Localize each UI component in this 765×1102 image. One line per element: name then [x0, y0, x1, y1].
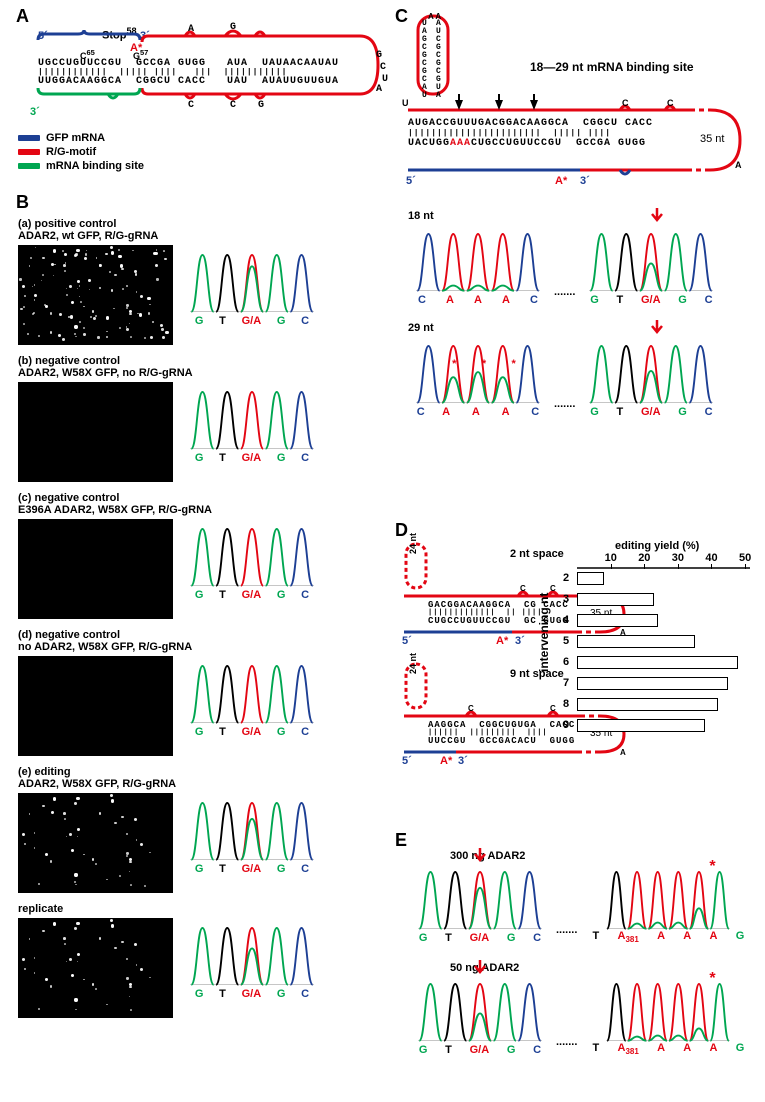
- panel-b-label: B: [16, 192, 29, 213]
- d-24nt-a: 24 nt: [408, 533, 418, 554]
- a-loop9: G: [258, 100, 265, 111]
- panel-a-label: A: [16, 6, 29, 27]
- b-item: (a) positive controlADAR2, wt GFP, R/G-g…: [18, 218, 358, 345]
- micrograph: [18, 245, 173, 345]
- c-loopU: U: [402, 98, 409, 108]
- a-loop1: A: [188, 24, 195, 35]
- c-bars: ||||||||||||||||||||||| ||||| ||||: [408, 129, 611, 138]
- c-hairpin-cap: A A: [428, 12, 441, 21]
- b-item: (c) negative controlE396A ADAR2, W58X GF…: [18, 492, 358, 619]
- d-astar-a: A*: [496, 635, 508, 647]
- c-hairpin-l: UAGCGCGCAU: [422, 20, 428, 100]
- panel-b-content: (a) positive controlADAR2, wt GFP, R/G-g…: [18, 218, 358, 1028]
- chromatogram: GTG/AGC: [187, 245, 317, 325]
- c-3p: 3´: [580, 175, 590, 187]
- panel-c-struct: 18—29 nt mRNA binding site UAGCGCGCAU AU…: [400, 10, 755, 210]
- panel-a-legend: GFP mRNA R/G-motif mRNA binding site: [18, 130, 144, 172]
- c-bot: UACUGGAAACUGCCUGUUCCGU GCCGA GUGG: [408, 138, 646, 149]
- c-trace: 18 ntCAAAC.......GTG/AGC: [408, 210, 758, 304]
- chromatogram: GTG/AGC: [187, 382, 317, 462]
- a-loop7: C: [188, 100, 195, 111]
- c-arrow2: [495, 100, 503, 110]
- panel-d-chart: editing yield (%) 1020304050 23456789 in…: [555, 542, 755, 752]
- d-loopC-b: C: [468, 704, 474, 713]
- chromatogram: GTG/AGC: [187, 519, 317, 599]
- c-arrow1: [455, 100, 463, 110]
- c-top: AUGACCGUUUGACGGACAAGGCA CGGCU CACC: [408, 118, 653, 129]
- a-loop2: G: [230, 22, 237, 33]
- e-item: 50 ng ADAR2GTG/AGC.......*TA381AAAG: [410, 962, 760, 1054]
- c-loopC: C: [622, 98, 629, 108]
- d-3p-b: 3´: [458, 755, 468, 767]
- a-loop6: A: [376, 84, 383, 95]
- d-5p-a: 5´: [402, 635, 412, 647]
- c-35nt: 35 nt: [700, 133, 724, 145]
- chromatogram: GTG/AGC: [187, 793, 317, 873]
- legend-item: mRNA binding site: [18, 160, 144, 172]
- legend-item: GFP mRNA: [18, 132, 144, 144]
- chromatogram: GTG/AGC: [187, 918, 317, 998]
- micrograph: [18, 519, 173, 619]
- c-arrow3: [530, 100, 538, 110]
- panel-c-traces: 18 ntCAAAC.......GTG/AGC 29 ntCA*A*A*C...…: [408, 210, 758, 434]
- a-loop5: U: [382, 74, 389, 85]
- micrograph: [18, 382, 173, 482]
- a-3prime-b: 3´: [30, 106, 40, 118]
- c-loopA: A: [735, 160, 742, 170]
- panel-d-label: D: [395, 520, 408, 541]
- micrograph: [18, 918, 173, 1018]
- chromatogram: GTG/AGC: [187, 656, 317, 736]
- b-item: (e) editingADAR2, W58X GFP, R/G-gRNAGTG/…: [18, 766, 358, 893]
- d-24nt-b: 24 nt: [408, 653, 418, 674]
- d-bot9: UUCCGU GCCGACACU GUGG: [428, 736, 575, 746]
- d-3p-a: 3´: [515, 635, 525, 647]
- d-loopC-a: C: [520, 584, 526, 593]
- c-5p: 5´: [406, 175, 416, 187]
- micrograph: [18, 656, 173, 756]
- b-item: (b) negative controlADAR2, W58X GFP, no …: [18, 355, 358, 482]
- legend-item: R/G-motif: [18, 146, 144, 158]
- c-hairpin-r: AUCGCGCGUA: [436, 20, 442, 100]
- panel-e-label: E: [395, 830, 407, 851]
- a-bot-seq: UUGGACAAGGCA CGGCU CACC UAU AUAUUGUUGUA: [38, 76, 339, 87]
- c-trace: 29 ntCA*A*A*C.......GTG/AGC: [408, 322, 758, 416]
- d-chart-ylab: intervening nt: [537, 593, 551, 672]
- a-loop8: C: [230, 100, 237, 111]
- c-astar: A*: [555, 175, 567, 187]
- a-loop3: G: [376, 50, 383, 61]
- panel-e-content: 300 ng ADAR2GTG/AGC.......*TA381AAAG 50 n…: [410, 850, 760, 1074]
- b-item: (d) negative controlno ADAR2, W58X GFP, …: [18, 629, 358, 756]
- a-loop4: C: [380, 62, 387, 73]
- c-loopC2: C: [667, 98, 674, 108]
- b-item: replicateGTG/AGC: [18, 903, 358, 1018]
- e-item: 300 ng ADAR2GTG/AGC.......*TA381AAAG: [410, 850, 760, 942]
- d-5p-b: 5´: [402, 755, 412, 767]
- d-astar-b: A*: [440, 755, 452, 767]
- micrograph: [18, 793, 173, 893]
